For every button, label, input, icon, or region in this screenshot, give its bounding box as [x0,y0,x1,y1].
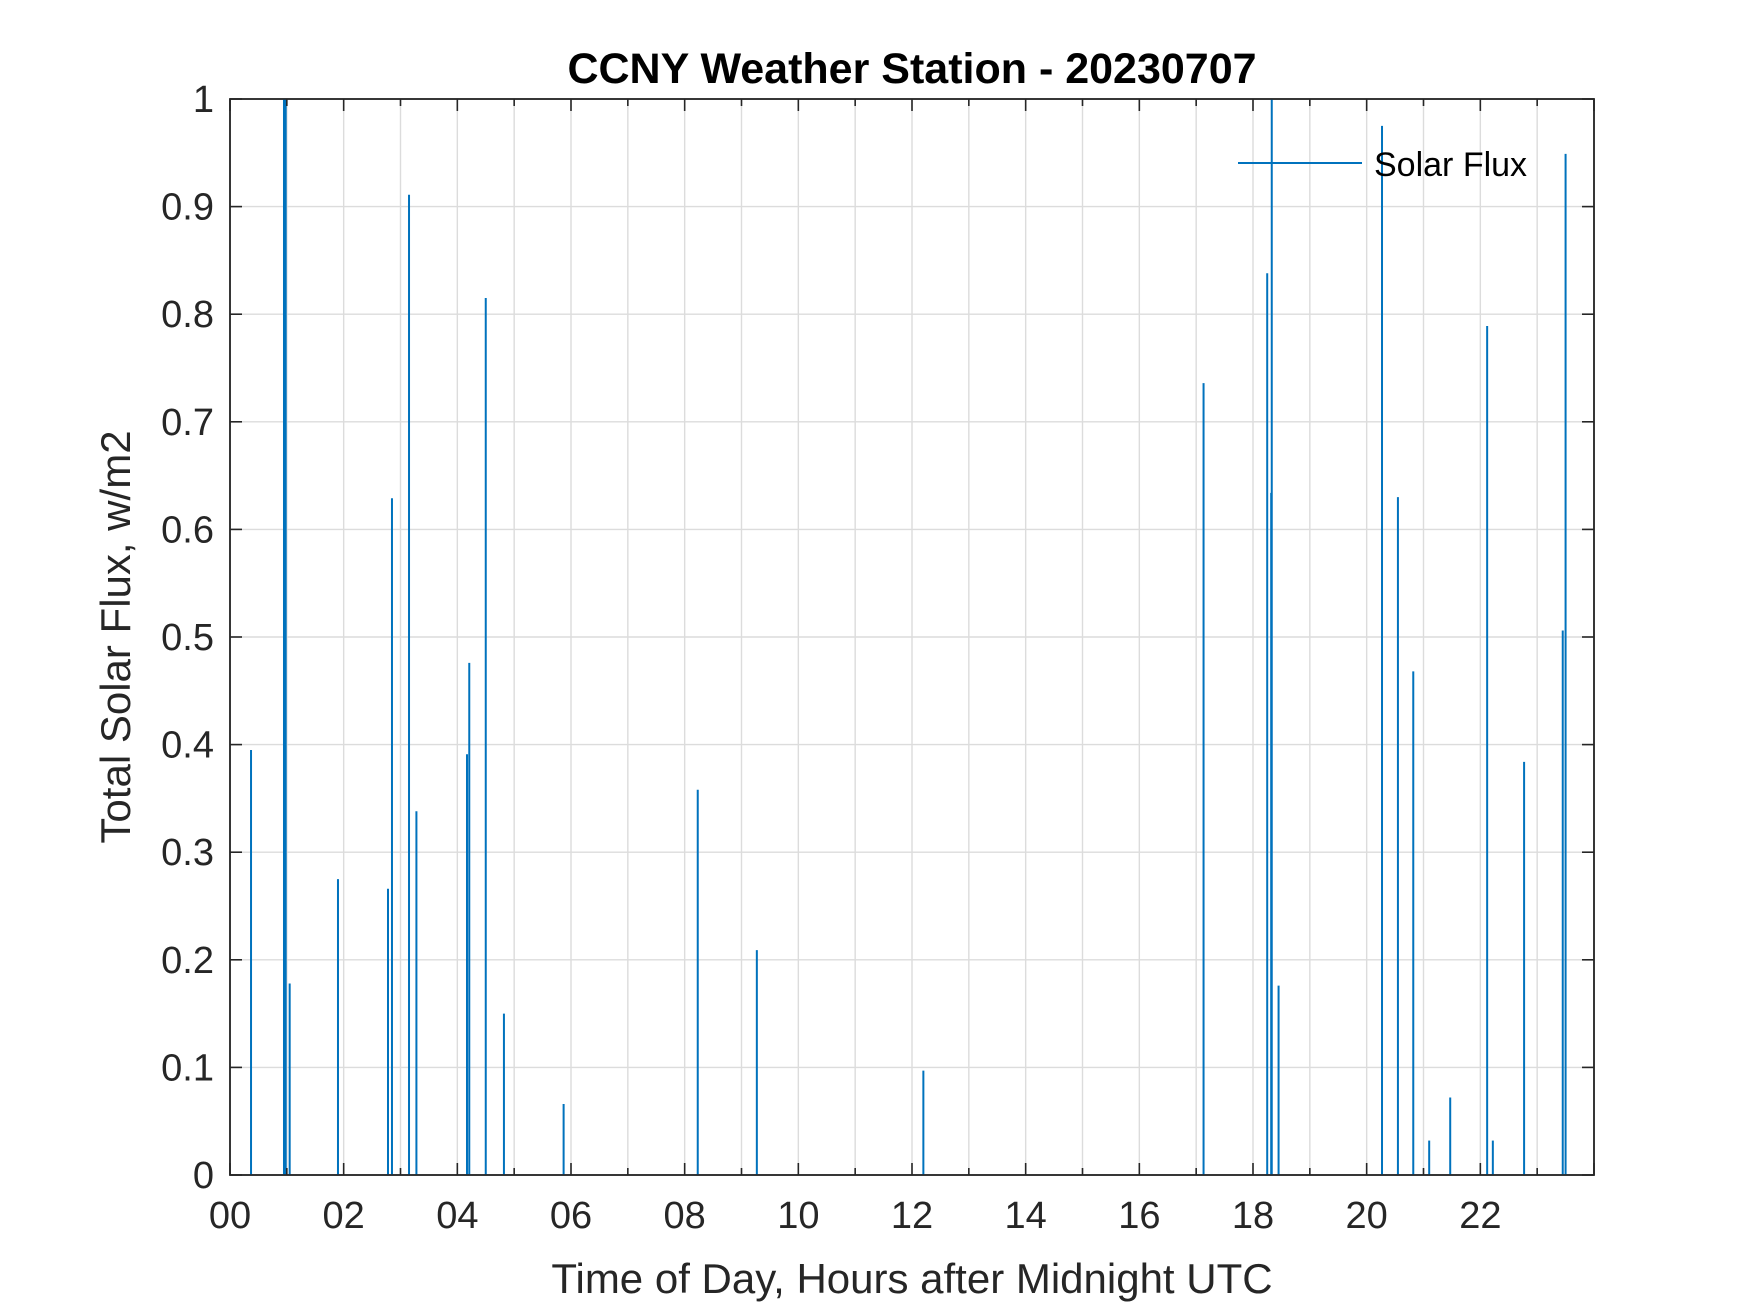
y-tick-label-5: 0.5 [161,617,214,659]
y-tick-label-9: 0.9 [161,187,214,229]
x-tick-label-6: 12 [891,1195,933,1237]
x-tick-labels: 00 02 04 06 08 10 12 14 16 18 20 22 [209,1195,1502,1237]
axis-ticks [229,98,1595,1176]
y-tick-label-4: 0.4 [161,725,214,767]
y-tick-label-3: 0.3 [161,832,214,874]
y-tick-label-0: 0 [193,1155,214,1197]
y-tick-label-10: 1 [193,79,214,121]
y-tick-label-6: 0.6 [161,509,214,551]
x-tick-label-1: 02 [323,1195,365,1237]
y-tick-label-1: 0.1 [161,1047,214,1089]
y-axis-label: Total Solar Flux, w/m2 [92,430,139,843]
y-tick-labels: 0 0.1 0.2 0.3 0.4 0.5 0.6 0.7 0.8 0.9 1 [161,79,214,1197]
legend-label-solar-flux: Solar Flux [1374,146,1527,184]
y-tick-label-7: 0.7 [161,402,214,444]
x-tick-label-7: 14 [1005,1195,1047,1237]
y-tick-label-8: 0.8 [161,294,214,336]
x-tick-label-4: 08 [664,1195,706,1237]
x-tick-label-10: 20 [1346,1195,1388,1237]
x-tick-label-8: 16 [1118,1195,1160,1237]
chart-title: CCNY Weather Station - 20230707 [567,45,1256,93]
x-tick-label-11: 22 [1459,1195,1501,1237]
x-tick-label-3: 06 [550,1195,592,1237]
y-tick-label-2: 0.2 [161,940,214,982]
x-tick-label-9: 18 [1232,1195,1274,1237]
legend: Solar Flux [1238,146,1527,184]
x-axis-label: Time of Day, Hours after Midnight UTC [551,1255,1272,1302]
x-tick-label-5: 10 [777,1195,819,1237]
x-tick-label-0: 00 [209,1195,251,1237]
x-tick-label-2: 04 [436,1195,478,1237]
grid-lines [230,99,1594,1175]
data-series-solar-flux [250,99,1567,1175]
